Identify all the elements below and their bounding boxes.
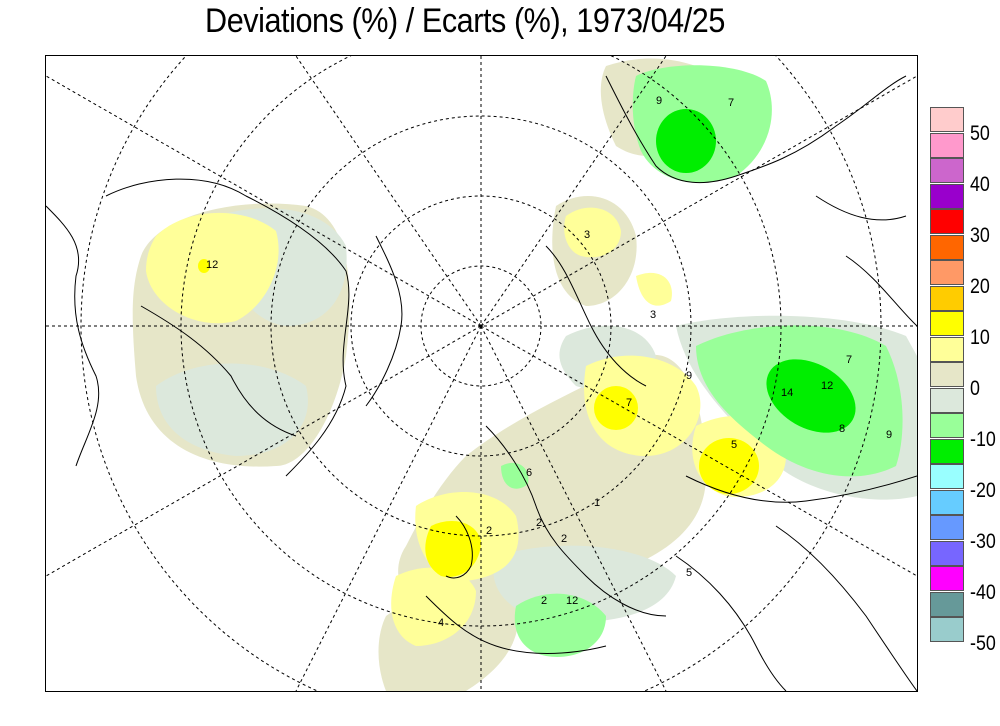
contour-label: 5 bbox=[686, 567, 692, 579]
legend-tick-label: -50 bbox=[970, 631, 996, 655]
legend-tick-label: 50 bbox=[970, 121, 990, 145]
legend-tick-label: -40 bbox=[970, 580, 996, 604]
legend-tick-label: 30 bbox=[970, 223, 990, 247]
legend-tick-label: -10 bbox=[970, 427, 996, 451]
legend-tick-label: -20 bbox=[970, 478, 996, 502]
contour-label: 1 bbox=[594, 497, 600, 509]
contour-label: 9 bbox=[656, 95, 662, 107]
legend-swatch bbox=[930, 489, 964, 515]
legend-tick-label: 20 bbox=[970, 274, 990, 298]
legend-swatch bbox=[930, 183, 964, 209]
contour-label: 12 bbox=[821, 380, 833, 392]
contour-label: 3 bbox=[584, 229, 590, 241]
contour-label: 12 bbox=[566, 595, 578, 607]
yellow-field bbox=[198, 259, 759, 577]
contour-label: 2 bbox=[541, 595, 547, 607]
legend-swatch bbox=[930, 362, 964, 387]
legend-swatch bbox=[930, 209, 964, 234]
contour-label: 2 bbox=[486, 525, 492, 537]
contour-label: 2 bbox=[536, 517, 542, 529]
contour-label: 7 bbox=[728, 97, 734, 109]
legend-swatch bbox=[930, 438, 964, 464]
legend-tick-label: 0 bbox=[970, 376, 980, 400]
contour-label: 3 bbox=[650, 309, 656, 321]
legend-swatch bbox=[930, 285, 964, 311]
contour-label: 8 bbox=[839, 423, 845, 435]
legend-swatch bbox=[930, 336, 964, 362]
legend-swatch bbox=[930, 540, 964, 566]
legend-tick-label: 10 bbox=[970, 325, 990, 349]
contour-label: 2 bbox=[561, 533, 567, 545]
legend-swatch bbox=[930, 311, 964, 336]
map-panel: 12 3 3 7 9 5 14 12 8 7 9 6 2 2 2 1 12 2 … bbox=[45, 55, 918, 692]
contour-label: 6 bbox=[526, 467, 532, 479]
legend-swatch bbox=[930, 260, 964, 285]
legend-swatch bbox=[930, 132, 964, 158]
legend-swatch bbox=[930, 591, 964, 617]
contour-label: 7 bbox=[846, 354, 852, 366]
contour-label: 9 bbox=[686, 370, 692, 382]
legend-swatch bbox=[930, 387, 964, 413]
legend-swatch bbox=[930, 234, 964, 260]
coastlines bbox=[46, 75, 917, 691]
legend-swatch bbox=[930, 158, 964, 183]
contour-label: 9 bbox=[886, 429, 892, 441]
contour-label: 5 bbox=[731, 439, 737, 451]
contour-label: 4 bbox=[438, 617, 444, 629]
legend-swatch bbox=[930, 617, 964, 642]
legend-swatch bbox=[930, 107, 964, 132]
contour-label: 7 bbox=[626, 397, 632, 409]
legend-swatch bbox=[930, 413, 964, 438]
contour-label: 12 bbox=[206, 259, 218, 271]
green-field bbox=[656, 109, 856, 433]
map-title: Deviations (%) / Ecarts (%), 1973/04/25 bbox=[205, 2, 725, 40]
legend-swatch bbox=[930, 566, 964, 591]
graticule bbox=[46, 56, 917, 691]
contour-label: 14 bbox=[781, 387, 793, 399]
polar-map: 12 3 3 7 9 5 14 12 8 7 9 6 2 2 2 1 12 2 … bbox=[46, 56, 917, 691]
contour-labels: 12 3 3 7 9 5 14 12 8 7 9 6 2 2 2 1 12 2 … bbox=[206, 95, 892, 629]
legend-swatch bbox=[930, 464, 964, 489]
legend-swatch bbox=[930, 515, 964, 540]
legend-tick-label: -30 bbox=[970, 529, 996, 553]
legend-tick-label: 40 bbox=[970, 172, 990, 196]
